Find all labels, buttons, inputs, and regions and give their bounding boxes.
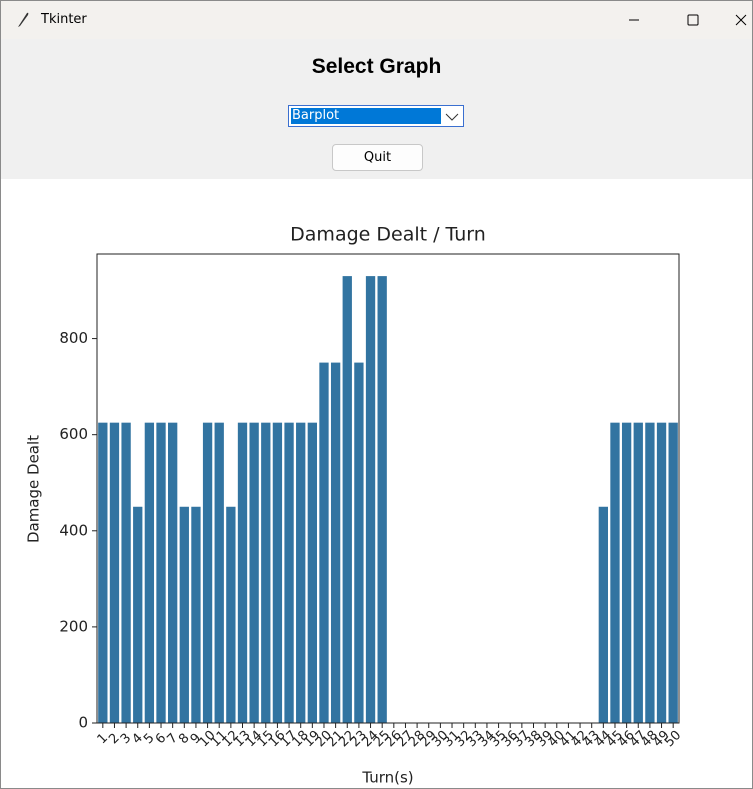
y-tick-label: 0: [78, 714, 88, 732]
bar: [272, 422, 283, 723]
title-bar: Tkinter: [1, 1, 752, 39]
bar: [645, 422, 655, 723]
bar: [109, 422, 120, 723]
dropdown-value[interactable]: Barplot: [291, 108, 441, 124]
bar: [330, 362, 341, 723]
y-tick-label: 800: [59, 329, 88, 347]
bar: [284, 422, 294, 723]
bar: [249, 422, 259, 723]
y-tick-label: 200: [59, 617, 88, 635]
bar: [307, 422, 317, 723]
bar: [656, 422, 667, 723]
y-tick-label: 600: [59, 425, 88, 443]
bar: [621, 422, 632, 723]
chart: Damage Dealt / Turn Turn(s) Damage Dealt…: [25, 224, 685, 787]
bar: [226, 506, 236, 723]
bar: [610, 422, 620, 723]
bar: [179, 506, 189, 723]
control-panel: Select Graph Barplot Quit: [1, 39, 752, 179]
bar: [668, 422, 678, 723]
x-axis-label: Turn(s): [361, 769, 413, 787]
bar: [133, 506, 143, 723]
window-controls[interactable]: [592, 1, 752, 39]
window-title: Tkinter: [41, 12, 87, 27]
bar: [202, 422, 213, 723]
bar: [296, 422, 306, 723]
bar: [237, 422, 248, 723]
bar: [319, 362, 329, 723]
y-tick-label: 400: [59, 521, 88, 539]
bar: [214, 422, 224, 723]
bar: [156, 422, 166, 723]
quit-button[interactable]: Quit: [332, 144, 423, 171]
dropdown-arrow[interactable]: [445, 112, 459, 122]
bar: [365, 276, 376, 723]
bar: [342, 276, 352, 723]
y-axis-label: Damage Dealt: [25, 435, 43, 543]
bar: [98, 422, 108, 723]
bar: [633, 422, 643, 723]
bar: [598, 506, 608, 723]
maximize[interactable]: [687, 14, 699, 26]
chart-title: Damage Dealt / Turn: [290, 224, 486, 246]
plot-frame: [96, 253, 680, 724]
app-icon: [18, 12, 29, 27]
bar: [191, 506, 201, 723]
bar: [144, 422, 155, 723]
bar: [261, 422, 271, 723]
dropdown[interactable]: Barplot: [288, 105, 464, 127]
bar: [377, 276, 387, 723]
bar: [168, 422, 178, 723]
header-title: Select Graph: [311, 55, 442, 78]
bar: [121, 422, 131, 723]
close[interactable]: [735, 14, 747, 26]
bar: [354, 362, 364, 723]
